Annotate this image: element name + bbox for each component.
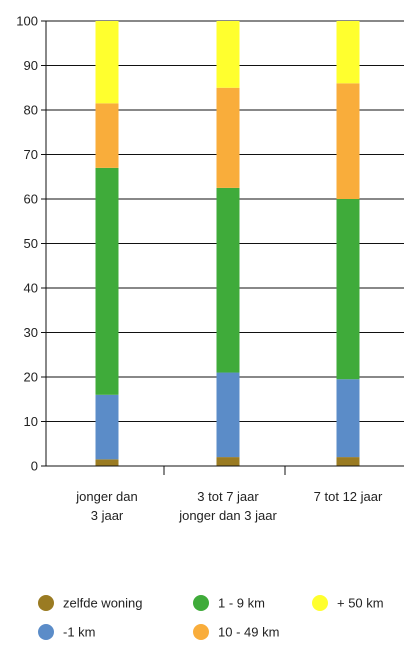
y-tick-label-50: 50 (24, 236, 38, 251)
bars (95, 21, 360, 466)
legend-label-1: -1 km (63, 625, 96, 640)
bar-segment-cat1-s1 (216, 372, 240, 458)
y-tick-label-10: 10 (24, 414, 38, 429)
bar-segment-cat0-s2 (95, 167, 119, 395)
y-tick-label-90: 90 (24, 58, 38, 73)
legend-label-0: zelfde woning (63, 596, 143, 611)
bar-segment-cat2-s3 (336, 83, 360, 199)
legend-swatch-4 (312, 595, 328, 611)
x-tick-label-2-0: 7 tot 12 jaar (314, 489, 383, 504)
axes (41, 20, 404, 475)
bar-segment-cat1-s2 (216, 187, 240, 373)
bar-segment-cat2-s0 (336, 457, 360, 466)
legend-label-4: + 50 km (337, 596, 384, 611)
bar-segment-cat2-s2 (336, 199, 360, 380)
bar-segment-cat0-s3 (95, 103, 119, 168)
y-tick-label-20: 20 (24, 370, 38, 385)
legend: zelfde woning 1 - 9 km + 50 km -1 km 10 - 49… (38, 595, 384, 640)
axis-labels: 0 10 20 30 40 50 60 70 80 90 100 jonger dan 3 jaar 3 … (16, 14, 383, 524)
bar-segment-cat2-s4 (336, 21, 360, 84)
legend-swatch-0 (38, 595, 54, 611)
y-tick-label-0: 0 (31, 459, 38, 474)
bar-segment-cat1-s3 (216, 87, 240, 188)
bar-segment-cat0-s4 (95, 21, 119, 104)
legend-label-2: 1 - 9 km (218, 596, 265, 611)
x-tick-label-1-1: jonger dan 3 jaar (178, 508, 277, 523)
y-tick-label-100: 100 (16, 14, 38, 29)
y-tick-label-70: 70 (24, 147, 38, 162)
x-tick-label-0-0: jonger dan (75, 489, 137, 504)
y-tick-label-80: 80 (24, 103, 38, 118)
legend-label-3: 10 - 49 km (218, 625, 279, 640)
legend-swatch-3 (193, 624, 209, 640)
y-tick-label-60: 60 (24, 192, 38, 207)
y-tick-label-30: 30 (24, 325, 38, 340)
bar-segment-cat2-s1 (336, 379, 360, 458)
bar-segment-cat1-s0 (216, 457, 240, 466)
x-tick-label-1-0: 3 tot 7 jaar (197, 489, 259, 504)
legend-swatch-2 (193, 595, 209, 611)
legend-swatch-1 (38, 624, 54, 640)
bar-segment-cat0-s1 (95, 394, 119, 460)
x-tick-label-0-1: 3 jaar (91, 508, 124, 523)
bar-segment-cat0-s0 (95, 459, 119, 466)
bar-segment-cat1-s4 (216, 21, 240, 88)
y-tick-label-40: 40 (24, 281, 38, 296)
